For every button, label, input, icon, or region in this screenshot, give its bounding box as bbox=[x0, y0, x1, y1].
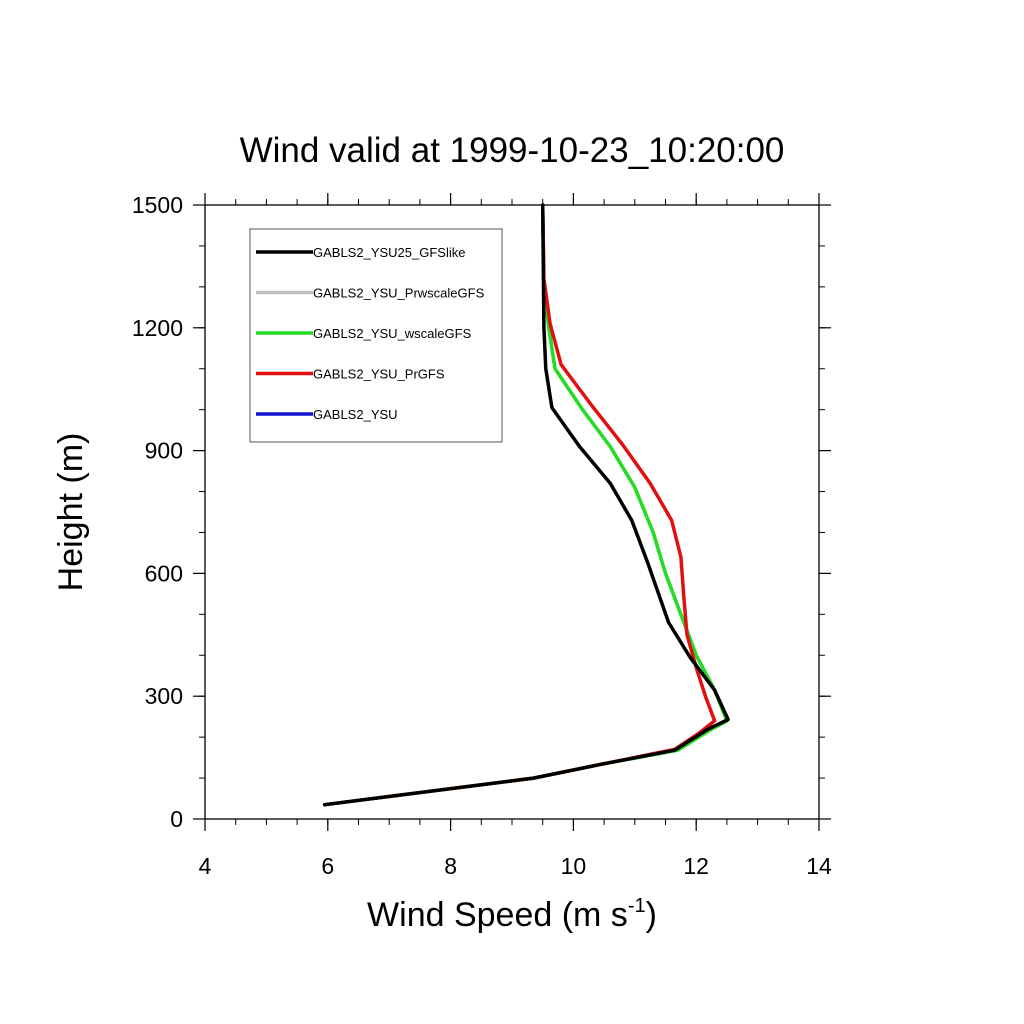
x-axis-label-end: ) bbox=[646, 896, 657, 934]
legend-box bbox=[249, 228, 503, 443]
y-tick-label: 600 bbox=[145, 560, 183, 586]
x-axis-label-sup: -1 bbox=[628, 895, 646, 917]
y-tick-label: 900 bbox=[145, 438, 183, 464]
legend-label: GABLS2_YSU bbox=[313, 407, 398, 422]
legend: GABLS2_YSU25_GFSlike GABLS2_YSU_PrwscaleG… bbox=[249, 228, 503, 443]
legend-label: GABLS2_YSU_PrwscaleGFS bbox=[313, 286, 485, 301]
plot-lines bbox=[322, 203, 730, 807]
x-tick-label: 10 bbox=[561, 853, 587, 879]
y-tick-label: 0 bbox=[170, 806, 183, 832]
x-axis-label-main: Wind Speed (m s bbox=[367, 896, 628, 934]
legend-label: GABLS2_YSU25_GFSlike bbox=[313, 245, 465, 260]
y-tick-label: 1200 bbox=[132, 315, 183, 341]
x-tick-label: 8 bbox=[444, 853, 457, 879]
legend-label: GABLS2_YSU_wscaleGFS bbox=[313, 326, 472, 341]
y-tick-label: 300 bbox=[145, 683, 183, 709]
axis-ticks: 4 6 8 10 12 14 0 300 600 900 1200 1500 bbox=[132, 192, 832, 879]
x-tick-label: 4 bbox=[199, 853, 212, 879]
y-tick-label: 1500 bbox=[132, 192, 183, 218]
x-tick-label: 14 bbox=[806, 853, 832, 879]
legend-label: GABLS2_YSU_PrGFS bbox=[313, 367, 445, 382]
series-line-0 bbox=[322, 203, 730, 807]
x-tick-label: 6 bbox=[321, 853, 334, 879]
x-tick-label: 12 bbox=[683, 853, 709, 879]
chart-title: Wind valid at 1999-10-23_10:20:00 bbox=[240, 131, 785, 170]
y-axis-label: Height (m) bbox=[52, 433, 90, 592]
x-axis-label: Wind Speed (m s-1) bbox=[367, 895, 657, 934]
